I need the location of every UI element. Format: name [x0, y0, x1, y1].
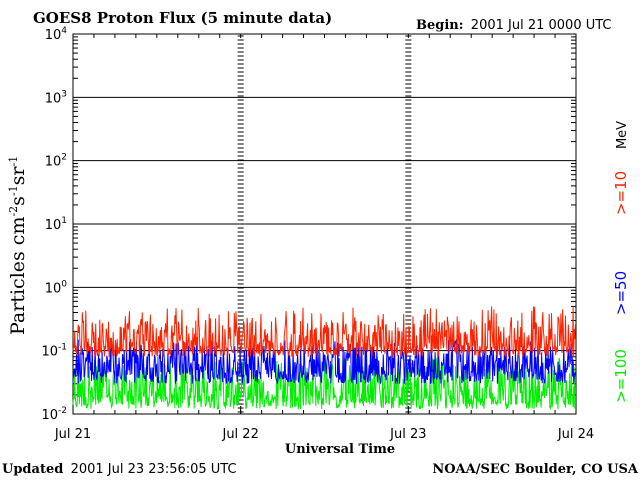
y-tick-base: 10 [45, 218, 62, 233]
y-tick-label: 103 [45, 89, 67, 106]
updated-value: 2001 Jul 23 23:56:05 UTC [71, 462, 237, 477]
series-line-ge10 [72, 306, 576, 358]
y-tick-label: 101 [45, 216, 67, 233]
y-tick-base: 10 [45, 28, 62, 43]
y-label-mid2: sr [7, 166, 29, 186]
y-tick-label: 10-1 [41, 343, 67, 360]
y-label-mid1: s [7, 196, 29, 206]
y-tick-base: 10 [45, 281, 62, 296]
y-label-exp1: -2 [7, 206, 20, 217]
x-tick-labels: Jul 21 Jul 22 Jul 23 Jul 24 [54, 427, 594, 442]
x-tick-label: Jul 21 [54, 427, 91, 442]
legend-ge100: >=100 [612, 349, 630, 403]
series-line-ge50 [72, 338, 576, 386]
x-axis-label: Universal Time [285, 442, 395, 457]
y-tick-exp: 1 [61, 216, 67, 226]
y-tick-base: 10 [41, 408, 58, 423]
begin-value: 2001 Jul 21 0000 UTC [471, 18, 612, 33]
y-tick-base: 10 [41, 345, 58, 360]
y-tick-label: 104 [45, 26, 68, 43]
begin-text: Begin: 2001 Jul 21 0000 UTC [416, 17, 612, 33]
y-tick-exp: 0 [61, 279, 67, 289]
y-label-exp3: -1 [7, 156, 20, 167]
legend-ge10: >=10 [612, 171, 630, 215]
y-tick-base: 10 [45, 155, 62, 170]
begin-label: Begin: [416, 18, 464, 33]
x-tick-label: Jul 22 [221, 427, 258, 442]
y-tick-exp: 3 [61, 89, 67, 99]
y-axis-label: Particles cm-2s-1sr-1 [7, 156, 29, 335]
y-tick-label: 100 [45, 279, 68, 296]
x-tick-label: Jul 23 [389, 427, 426, 442]
chart-title: GOES8 Proton Flux (5 minute data) [33, 9, 332, 27]
series-line-ge100 [72, 356, 576, 411]
y-tick-label: 102 [45, 153, 67, 170]
credit-text: NOAA/SEC Boulder, CO USA [432, 462, 639, 477]
y-tick-base: 10 [45, 91, 62, 106]
updated-label: Updated [2, 462, 63, 477]
series-lines [72, 306, 576, 411]
y-tick-exp: 4 [61, 26, 67, 36]
x-tick-label: Jul 24 [557, 427, 594, 442]
y-tick-exp: -2 [58, 406, 67, 416]
y-label-base: Particles cm [7, 217, 29, 335]
y-label-exp2: -1 [7, 185, 20, 196]
y-tick-label: 10-2 [41, 406, 67, 423]
updated-text: Updated 2001 Jul 23 23:56:05 UTC [2, 461, 237, 477]
legend-ge50: >=50 [612, 271, 630, 315]
unit-label: MeV [615, 121, 630, 149]
y-tick-exp: -1 [58, 343, 67, 353]
y-tick-exp: 2 [61, 153, 67, 163]
